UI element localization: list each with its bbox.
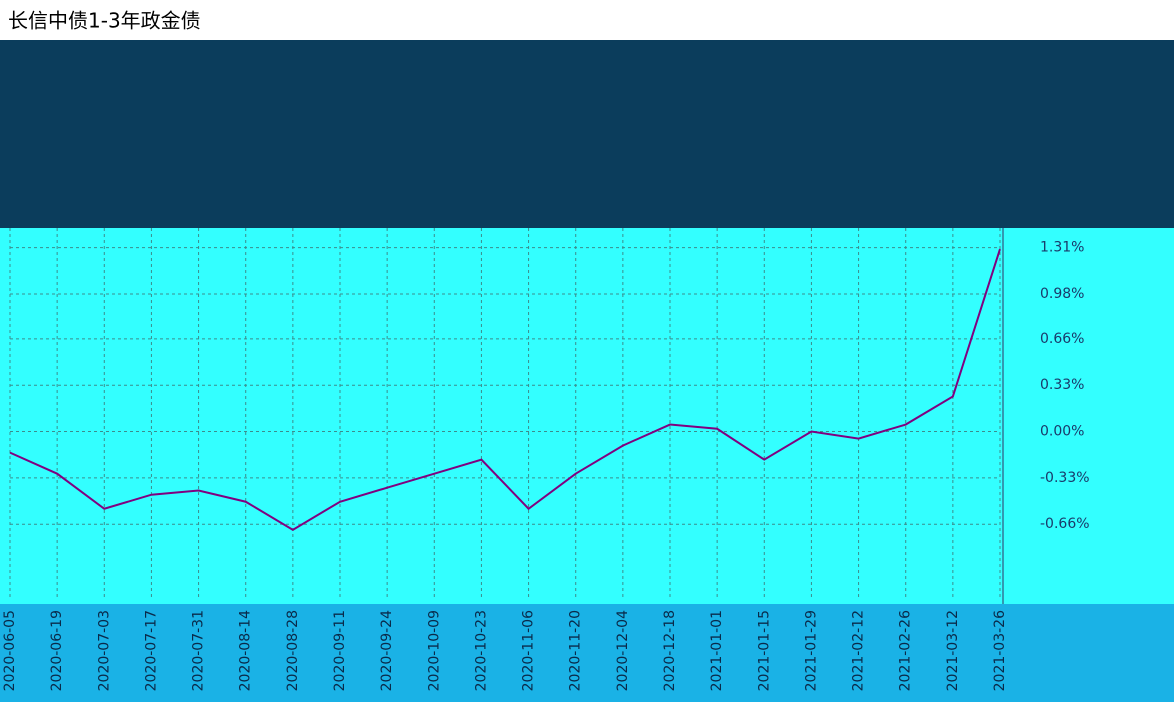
x-tick-label: 2021-03-12 — [945, 610, 961, 691]
x-tick-label: 2021-03-26 — [992, 610, 1008, 691]
y-tick-label: 0.00% — [1040, 424, 1084, 440]
x-tick-label: 2020-11-20 — [568, 610, 584, 691]
x-tick-label: 2020-06-05 — [2, 610, 18, 691]
x-tick-label: 2021-01-29 — [803, 610, 819, 691]
y-tick-label: 0.66% — [1040, 331, 1084, 347]
line-series — [9, 248, 1001, 531]
chart-title: 长信中债1-3年政金债 — [8, 9, 201, 33]
x-tick-label: 2021-01-01 — [709, 610, 725, 691]
x-axis-band — [0, 604, 1174, 702]
x-tick-label: 2020-07-31 — [191, 610, 207, 691]
x-tick-label: 2021-02-26 — [898, 610, 914, 691]
x-tick-label: 2021-02-12 — [851, 610, 867, 691]
title-band — [0, 0, 1174, 40]
x-tick-label: 2020-10-23 — [473, 610, 489, 691]
y-tick-label: -0.33% — [1040, 470, 1090, 486]
y-tick-label: 0.98% — [1040, 286, 1084, 302]
x-tick-label: 2021-01-15 — [756, 610, 772, 691]
x-tick-label: 2020-11-06 — [521, 610, 537, 691]
x-tick-label: 2020-12-04 — [615, 610, 631, 691]
x-tick-label: 2020-08-14 — [238, 610, 254, 691]
x-tick-label: 2020-09-11 — [332, 610, 348, 691]
y-tick-label: -0.66% — [1040, 516, 1090, 532]
y-tick-label: 1.31% — [1040, 240, 1084, 256]
x-tick-label: 2020-07-03 — [96, 610, 112, 691]
y-tick-label: 0.33% — [1040, 377, 1084, 393]
x-tick-label: 2020-06-19 — [49, 610, 65, 691]
x-tick-label: 2020-10-09 — [426, 610, 442, 691]
plot-background — [0, 228, 1174, 604]
x-tick-label: 2020-07-17 — [143, 610, 159, 691]
x-tick-label: 2020-08-28 — [285, 610, 301, 691]
x-tick-label: 2020-09-24 — [379, 610, 395, 691]
x-tick-label: 2020-12-18 — [662, 610, 678, 691]
